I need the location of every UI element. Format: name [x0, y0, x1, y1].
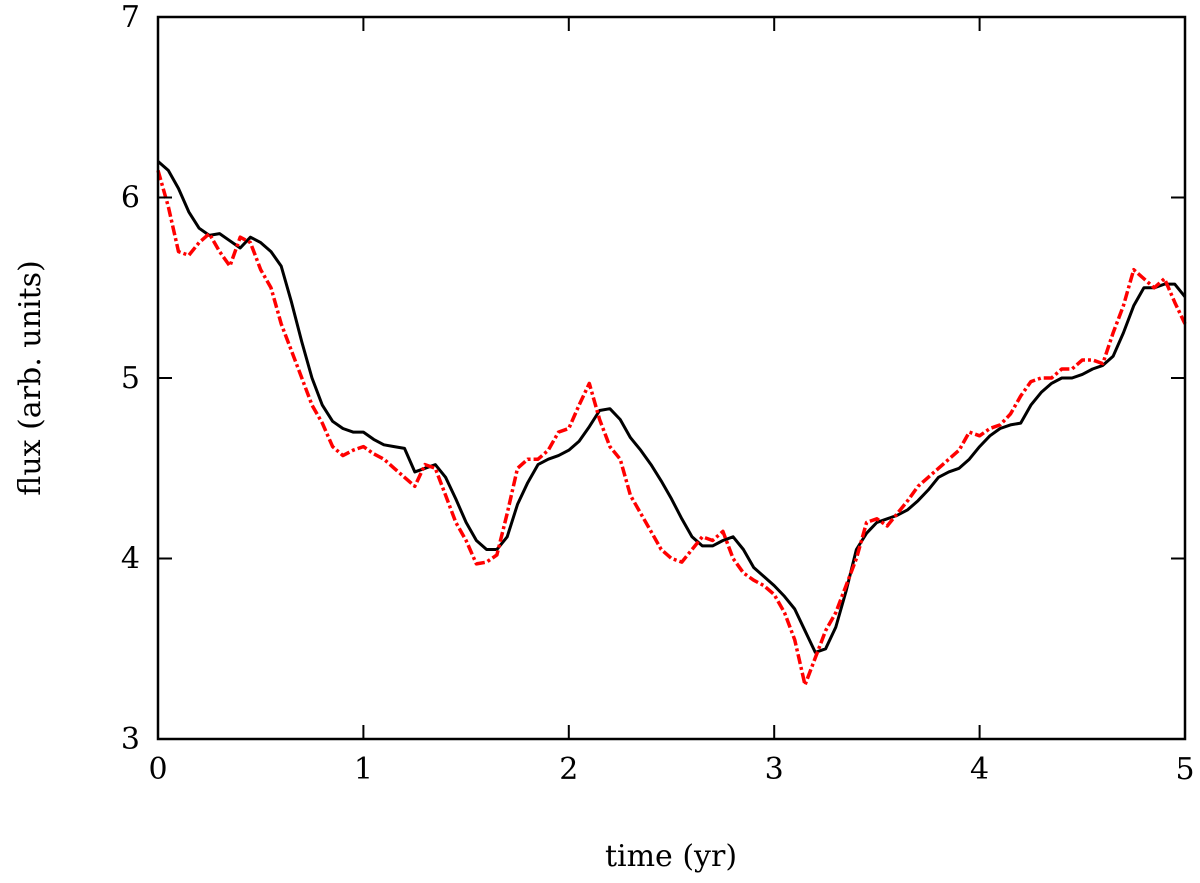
y-tick-label: 4	[121, 542, 140, 577]
series-line-black	[157, 160, 1187, 654]
x-tick-label: 5	[1175, 752, 1194, 787]
y-tick-label: 3	[121, 722, 140, 757]
x-ticks: 0 1 2 3 4 5	[148, 17, 1195, 787]
x-tick-label: 2	[559, 752, 578, 787]
x-tick-label: 3	[765, 752, 784, 787]
y-ticks: 3 4 5 6 7	[121, 0, 1185, 757]
x-axis-label: time (yr)	[605, 839, 737, 874]
x-tick-label: 4	[970, 752, 989, 787]
series-layer	[156, 160, 1187, 687]
x-tick-label: 1	[354, 752, 373, 787]
y-tick-label: 5	[121, 361, 140, 396]
y-axis-label: flux (arb. units)	[13, 260, 48, 495]
y-tick-label: 6	[121, 181, 140, 216]
x-tick-label: 0	[148, 752, 167, 787]
series-line-red	[156, 169, 1187, 687]
y-tick-label: 7	[121, 0, 140, 35]
